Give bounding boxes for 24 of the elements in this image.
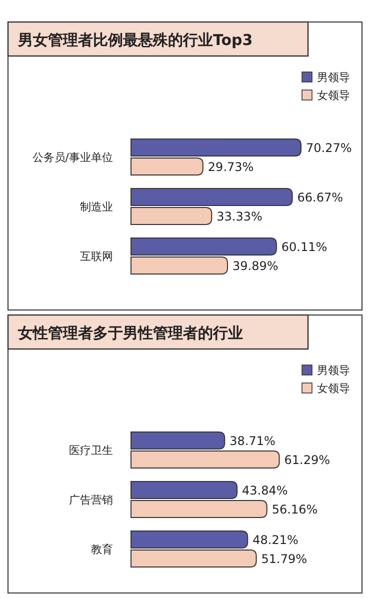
legend-label: 男领导 <box>317 71 350 84</box>
y-tick-label: 互联网 <box>80 250 113 263</box>
data-label: 56.16% <box>272 502 318 516</box>
data-label: 70.27% <box>306 141 352 155</box>
y-tick-label: 公务员/事业单位 <box>32 151 113 164</box>
y-tick-label: 医疗卫生 <box>69 444 113 457</box>
legend-label: 男领导 <box>317 364 350 377</box>
data-label: 43.84% <box>242 484 288 498</box>
legend-label: 女领导 <box>317 89 350 102</box>
data-label: 38.71% <box>230 434 276 448</box>
data-label: 48.21% <box>252 533 298 547</box>
y-tick-label: 广告营销 <box>69 494 113 506</box>
data-label: 33.33% <box>216 210 262 224</box>
chart-title: 男女管理者比例最悬殊的行业Top3 <box>17 31 253 49</box>
data-label: 39.89% <box>232 259 278 273</box>
data-label: 29.73% <box>208 160 254 174</box>
data-label: 51.79% <box>261 552 308 566</box>
y-tick-label: 制造业 <box>80 200 113 214</box>
legend-label: 女领导 <box>317 382 350 395</box>
data-label: 60.11% <box>281 240 328 254</box>
chart-title: 女性管理者多于男性管理者的行业 <box>17 324 243 342</box>
data-label: 61.29% <box>284 453 330 467</box>
y-tick-label: 教育 <box>91 543 113 556</box>
data-label: 66.67% <box>297 190 344 204</box>
